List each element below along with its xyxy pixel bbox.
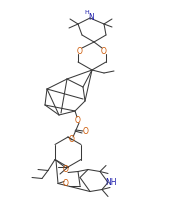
Text: O: O: [69, 135, 75, 145]
Text: O: O: [63, 165, 69, 174]
Text: O: O: [101, 46, 107, 55]
Text: N: N: [88, 12, 94, 22]
Text: O: O: [77, 46, 83, 55]
Text: H: H: [85, 9, 89, 15]
Text: O: O: [83, 127, 89, 137]
Text: O: O: [75, 115, 81, 124]
Text: NH: NH: [105, 178, 117, 187]
Text: O: O: [63, 179, 69, 188]
